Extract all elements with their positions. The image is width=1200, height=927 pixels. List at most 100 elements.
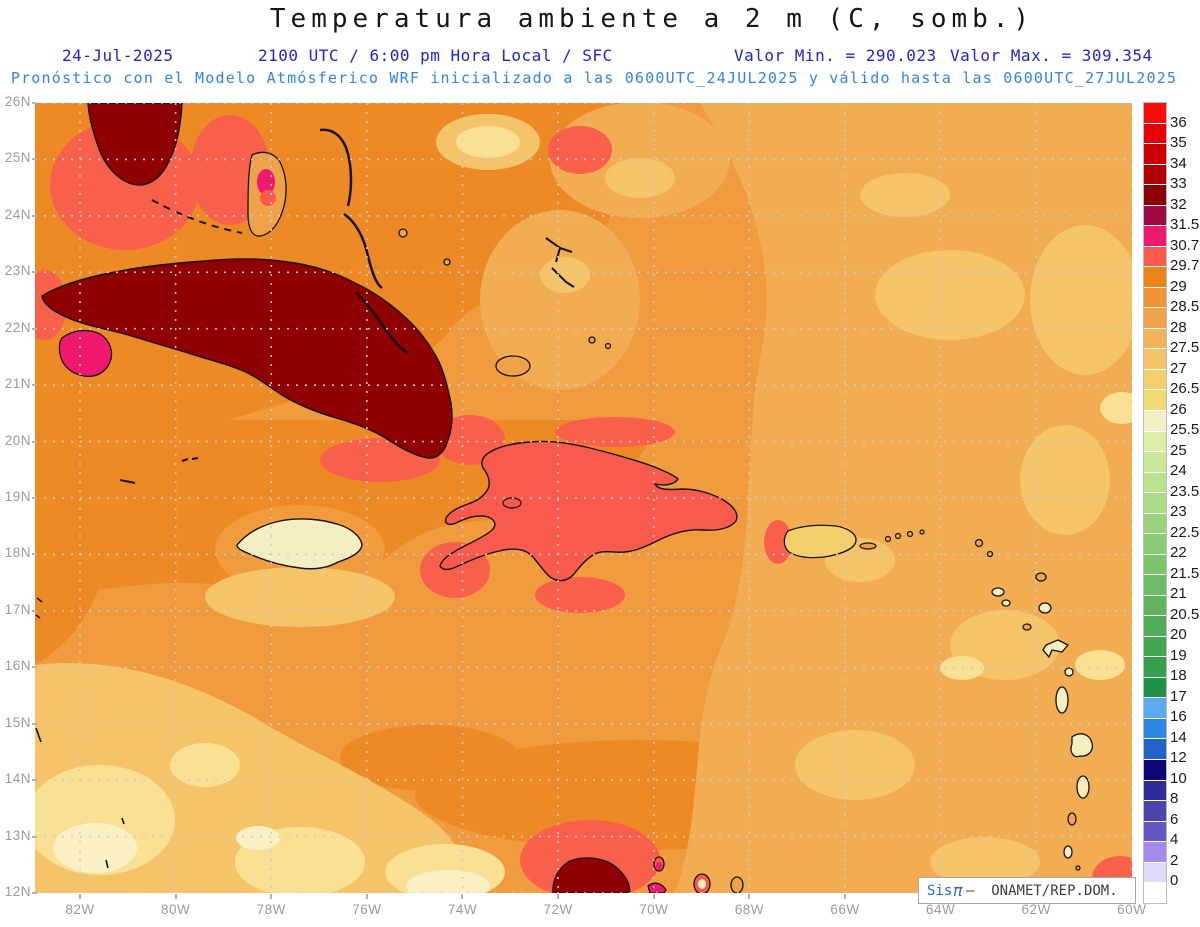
colorbar-tick-label: 30.7 [1170,236,1200,254]
lon-tick [365,894,368,899]
abc-islands [647,856,744,893]
island-cat [343,212,383,290]
colorbar-tick-label: 33 [1170,175,1187,193]
colorbar-tick-label: 12 [1170,749,1187,767]
max-value-label: Valor Max. = 309.354 [950,46,1153,65]
lon-tick-label: 82W [65,902,95,917]
lat-tick [32,609,37,612]
lat-lon-gridlines [35,103,1132,893]
colorbar-cell [1144,657,1166,678]
lon-tick-label: 76W [352,902,382,917]
lat-tick-label: 20N [4,432,31,448]
colorbar-tick-label: 20 [1170,626,1187,644]
pi-icon: π [953,881,963,900]
colorbar-cell [1144,821,1166,843]
temperature-colorbar [1143,102,1167,904]
lat-tick [32,666,37,669]
watermark-onamet: – ONAMET/REP.DOM. [965,882,1118,899]
island-guadeloupe [1042,639,1070,659]
lon-tick [843,894,846,899]
colorbar-cell [1144,616,1166,637]
lon-tick-label: 68W [734,902,764,917]
colorbar-cell [1144,452,1166,473]
colorbar-cell [1144,595,1166,617]
colorbar-tick-label: 27 [1170,359,1187,377]
ocean-cream-patches [53,823,490,893]
colorbar-cell [1144,287,1166,309]
lon-tick-label: 78W [256,902,286,917]
lat-tick [32,497,37,499]
colorbar-cell [1144,205,1166,227]
colorbar-cell [1144,123,1166,145]
island-st-lucia [1076,775,1090,799]
island-gonave [502,497,522,509]
colorbar-tick-label: 14 [1170,728,1187,746]
watermark: Sis π – ONAMET/REP.DOM. [918,877,1136,904]
lon-tick-label: 80W [160,902,191,917]
lat-tick [32,553,37,556]
colorbar-cell [1144,575,1166,596]
colorbar-tick-label: 17 [1170,687,1187,705]
colorbar-tick-label: 8 [1170,790,1179,808]
colorbar-cell [1144,390,1166,411]
colorbar-cell [1144,431,1166,453]
colorbar-tick-label: 6 [1170,810,1179,828]
lat-tick [32,158,37,161]
lon-tick-label: 64W [925,902,956,917]
colorbar-tick-label: 21.5 [1170,564,1200,582]
colorbar-tick-label: 24 [1170,462,1187,480]
colorbar-tick-label: 36 [1170,113,1187,131]
lon-tick [748,894,751,899]
colorbar-cell [1144,349,1166,370]
colorbar-tick-label: 25 [1170,441,1187,459]
colorbar-tick-label: 29 [1170,277,1187,295]
lon-tick-label: 72W [543,902,573,917]
colorbar-tick-label: 32 [1170,195,1187,213]
lat-tick-label: 26N [4,94,31,109]
colorbar-tick-label: 31.5 [1170,216,1200,234]
colorbar-tick-label: 29.7 [1170,257,1200,275]
colorbar-tick-label: 23 [1170,503,1187,521]
colorbar-cell [1144,185,1166,206]
colorbar-tick-label: 35 [1170,134,1187,152]
colorbar-tick-label: 0 [1170,872,1179,890]
colorbar-cell [1144,801,1166,822]
colorbar-tick-label: 18 [1170,667,1187,685]
colorbar-cell [1144,144,1166,165]
colorbar-cell [1144,698,1166,719]
lat-tick [32,271,37,274]
lat-tick-label: 14N [4,771,31,787]
lon-tick-label: 70W [639,902,669,917]
colorbar-cell [1144,472,1166,494]
colorbar-cell [1144,410,1166,432]
lat-tick-label: 12N [4,884,31,900]
colorbar-cell [1144,883,1166,903]
lon-tick-label: 66W [830,902,860,917]
colorbar-cell [1144,636,1166,658]
colorbar-cell [1144,267,1166,288]
colorbar-cell [1144,369,1166,391]
lat-tick-label: 13N [4,827,31,843]
lat-tick [32,327,37,330]
date-label: 24-Jul-2025 [62,46,174,65]
colorbar-tick-label: 16 [1170,708,1187,726]
colorbar-cell [1144,103,1166,124]
island-long [355,291,409,355]
lat-tick [32,835,37,838]
lat-tick-label: 17N [4,601,31,617]
colorbar-cell [1144,513,1166,535]
colorbar-cell [1144,862,1166,884]
colorbar-tick-label: 26 [1170,400,1187,418]
colorbar-tick-label: 4 [1170,831,1179,849]
lat-tick-label: 24N [4,206,31,222]
lon-tick-label: 74W [447,902,478,917]
colorbar-tick-label: 10 [1170,769,1187,787]
island-eleuthera [319,128,353,207]
colorbar-cell [1144,739,1166,760]
colorbar-tick-label: 20.5 [1170,605,1200,623]
lon-tick-label: 62W [1021,902,1051,917]
lon-tick [652,894,655,899]
colorbar-cell [1144,493,1166,514]
